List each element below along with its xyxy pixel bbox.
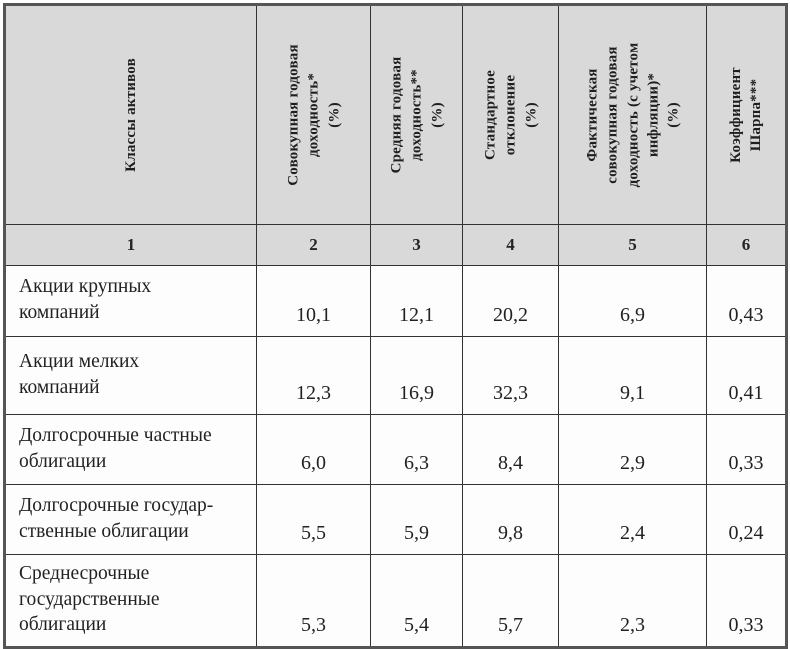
col-header-real-total-annual-return: Фактическая совокупная годовая доходност… (558, 4, 707, 225)
column-index-4: 4 (462, 224, 559, 266)
cell-value: 0,33 (706, 414, 787, 485)
row-label: Долгосрочные государ- ственные облигации (4, 484, 257, 555)
cell-value: 9,1 (558, 336, 707, 415)
column-index-3: 3 (370, 224, 463, 266)
cell-value: 5,5 (256, 484, 371, 555)
col-header-total-annual-return-label: Совокупная годовая доходность* (%) (285, 44, 342, 186)
table-row-midterm-government-bonds: Среднесрочные государственные облигации … (4, 553, 787, 649)
col-header-standard-deviation: Стандартное отклонение (%) (462, 4, 559, 225)
cell-value: 32,3 (462, 336, 559, 415)
cell-value: 12,3 (256, 336, 371, 415)
col-header-sharpe-ratio-label: Коэффициент Шарпа*** (727, 67, 764, 163)
col-header-real-total-annual-return-label: Фактическая совокупная годовая доходност… (583, 42, 681, 188)
cell-value: 9,8 (462, 484, 559, 555)
table-row-longterm-government-bonds: Долгосрочные государ- ственные облигации… (4, 484, 787, 555)
cell-value: 2,3 (558, 553, 707, 649)
column-index-row: 1 2 3 4 5 6 (4, 224, 787, 266)
cell-value: 6,3 (370, 414, 463, 485)
cell-value: 0,43 (706, 265, 787, 337)
cell-value: 5,3 (256, 553, 371, 649)
table-header-row: Классы активов Совокупная годовая доходн… (4, 4, 787, 225)
col-header-average-annual-return-label: Средняя годовая доходность** (%) (388, 56, 445, 174)
cell-value: 12,1 (370, 265, 463, 337)
cell-value: 6,9 (558, 265, 707, 337)
column-index-6: 6 (706, 224, 787, 266)
cell-value: 8,4 (462, 414, 559, 485)
col-header-standard-deviation-label: Стандартное отклонение (%) (482, 70, 539, 160)
col-header-asset-classes-label: Классы активов (122, 58, 139, 172)
cell-value: 20,2 (462, 265, 559, 337)
cell-value: 0,41 (706, 336, 787, 415)
row-label: Среднесрочные государственные облигации (4, 553, 257, 649)
cell-value: 0,33 (706, 553, 787, 649)
col-header-total-annual-return: Совокупная годовая доходность* (%) (256, 4, 371, 225)
column-index-2: 2 (256, 224, 371, 266)
table-row-large-cap-stocks: Акции крупных компаний 10,1 12,1 20,2 6,… (4, 265, 787, 337)
cell-value: 6,0 (256, 414, 371, 485)
cell-value: 5,4 (370, 553, 463, 649)
cell-value: 5,9 (370, 484, 463, 555)
col-header-sharpe-ratio: Коэффициент Шарпа*** (706, 4, 787, 225)
table-row-longterm-corporate-bonds: Долгосрочные частные облигации 6,0 6,3 8… (4, 414, 787, 485)
row-label: Долгосрочные частные облигации (4, 414, 257, 485)
col-header-average-annual-return: Средняя годовая доходность** (%) (370, 4, 463, 225)
cell-value: 10,1 (256, 265, 371, 337)
cell-value: 5,7 (462, 553, 559, 649)
column-index-1: 1 (4, 224, 257, 266)
row-label: Акции мелких компаний (4, 336, 257, 415)
cell-value: 2,4 (558, 484, 707, 555)
col-header-asset-classes: Классы активов (4, 4, 257, 225)
table-row-small-cap-stocks: Акции мелких компаний 12,3 16,9 32,3 9,1… (4, 336, 787, 415)
cell-value: 0,24 (706, 484, 787, 555)
row-label: Акции крупных компаний (4, 265, 257, 337)
asset-classes-table: Классы активов Совокупная годовая доходн… (3, 3, 788, 649)
cell-value: 2,9 (558, 414, 707, 485)
cell-value: 16,9 (370, 336, 463, 415)
column-index-5: 5 (558, 224, 707, 266)
